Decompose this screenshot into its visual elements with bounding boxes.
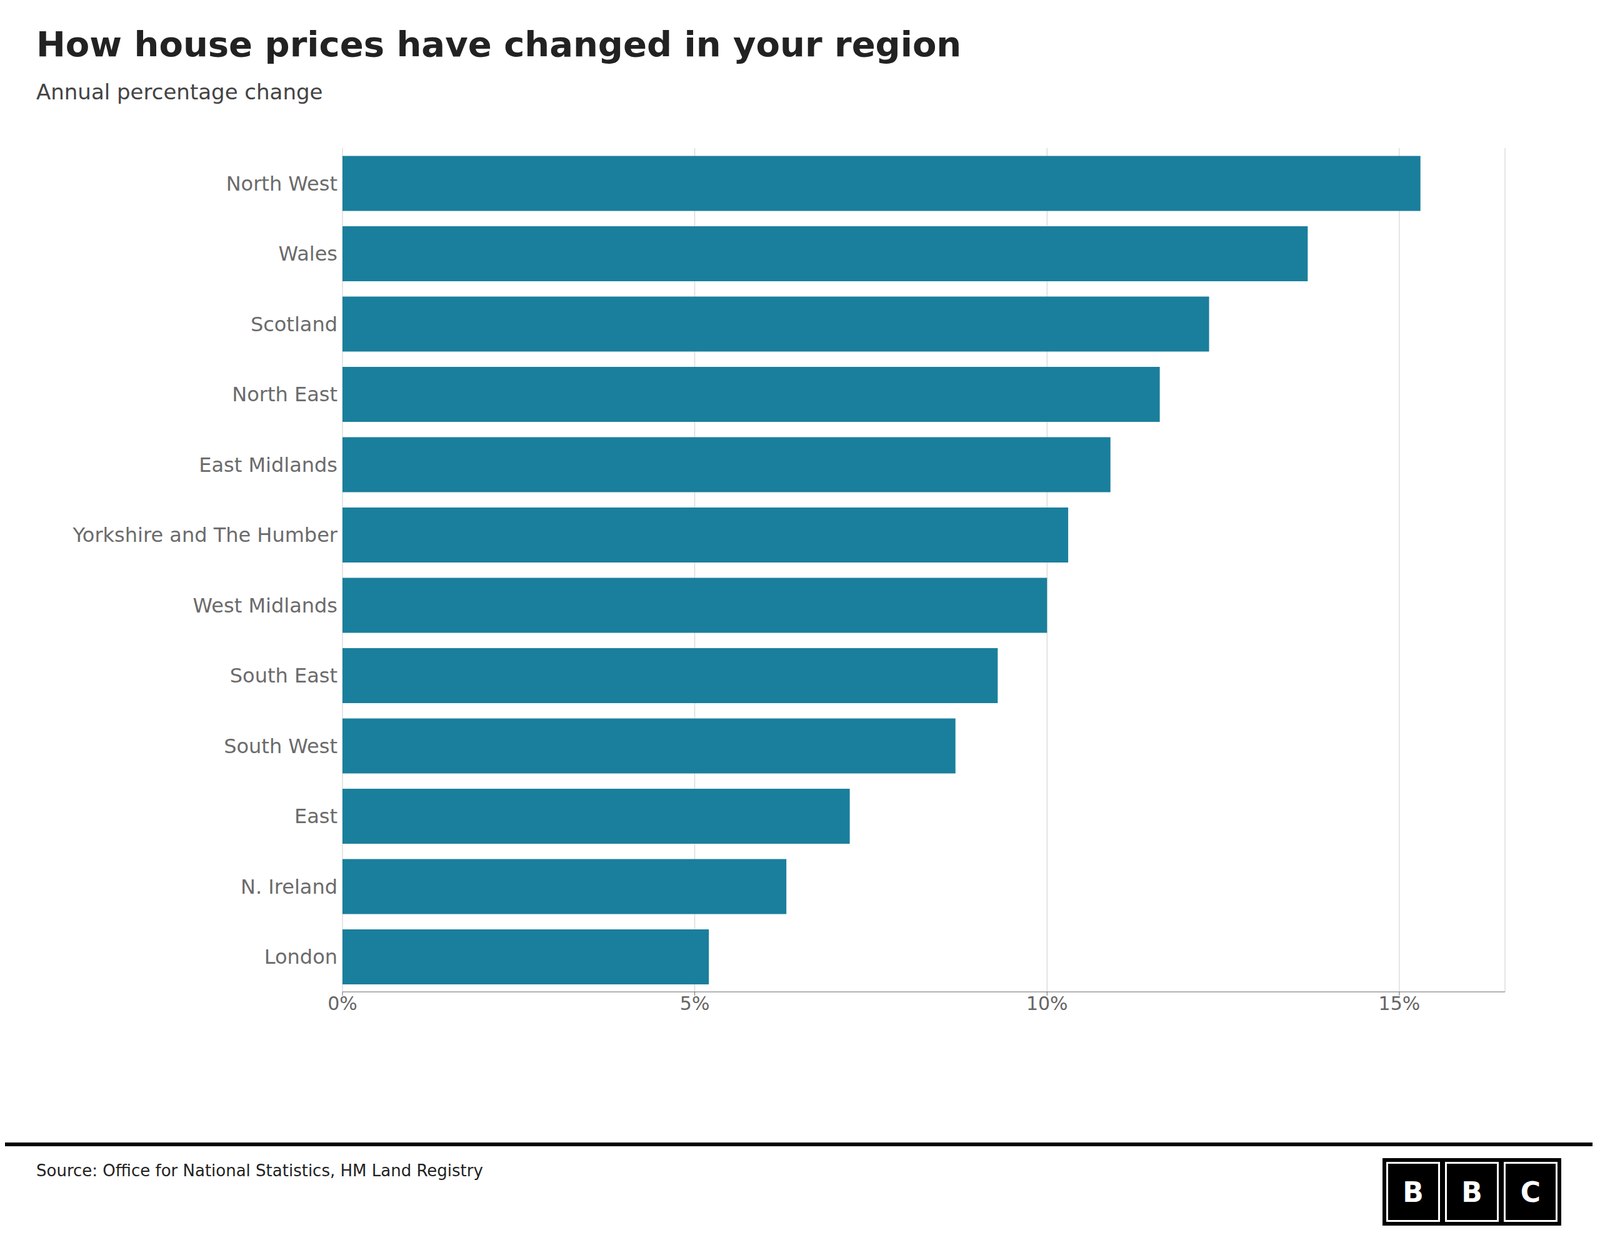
svg-text:North East: North East [231, 382, 338, 407]
svg-text:0%: 0% [327, 992, 358, 1015]
html-text:How house prices have changed: How house prices have changed in your re… [36, 23, 962, 65]
svg-text:Wales: Wales [278, 241, 338, 266]
svg-text:Scotland: Scotland [250, 312, 338, 337]
svg-text:N. Ireland: N. Ireland [240, 875, 338, 899]
html-text:B: B [1461, 1175, 1483, 1208]
svg-text:10%: 10% [1026, 992, 1069, 1015]
svg-text:London: London [264, 945, 338, 969]
html-text:C: C [1520, 1175, 1541, 1208]
svg-text:East Midlands: East Midlands [198, 453, 338, 477]
html-text:Annual percentage change: Annual percentage change [36, 79, 323, 105]
html-text:B: B [1402, 1175, 1424, 1208]
svg-text:North West: North West [226, 171, 338, 196]
html-text:Source: Office for National St: Source: Office for National Statistics, … [36, 1161, 483, 1180]
svg-text:Yorkshire and The Humber: Yorkshire and The Humber [72, 523, 339, 547]
svg-text:South East: South East [230, 663, 338, 688]
svg-text:15%: 15% [1378, 992, 1421, 1015]
svg-text:West Midlands: West Midlands [193, 593, 338, 618]
svg-text:East: East [294, 804, 338, 829]
svg-text:5%: 5% [680, 992, 710, 1015]
svg-text:South West: South West [223, 734, 338, 759]
